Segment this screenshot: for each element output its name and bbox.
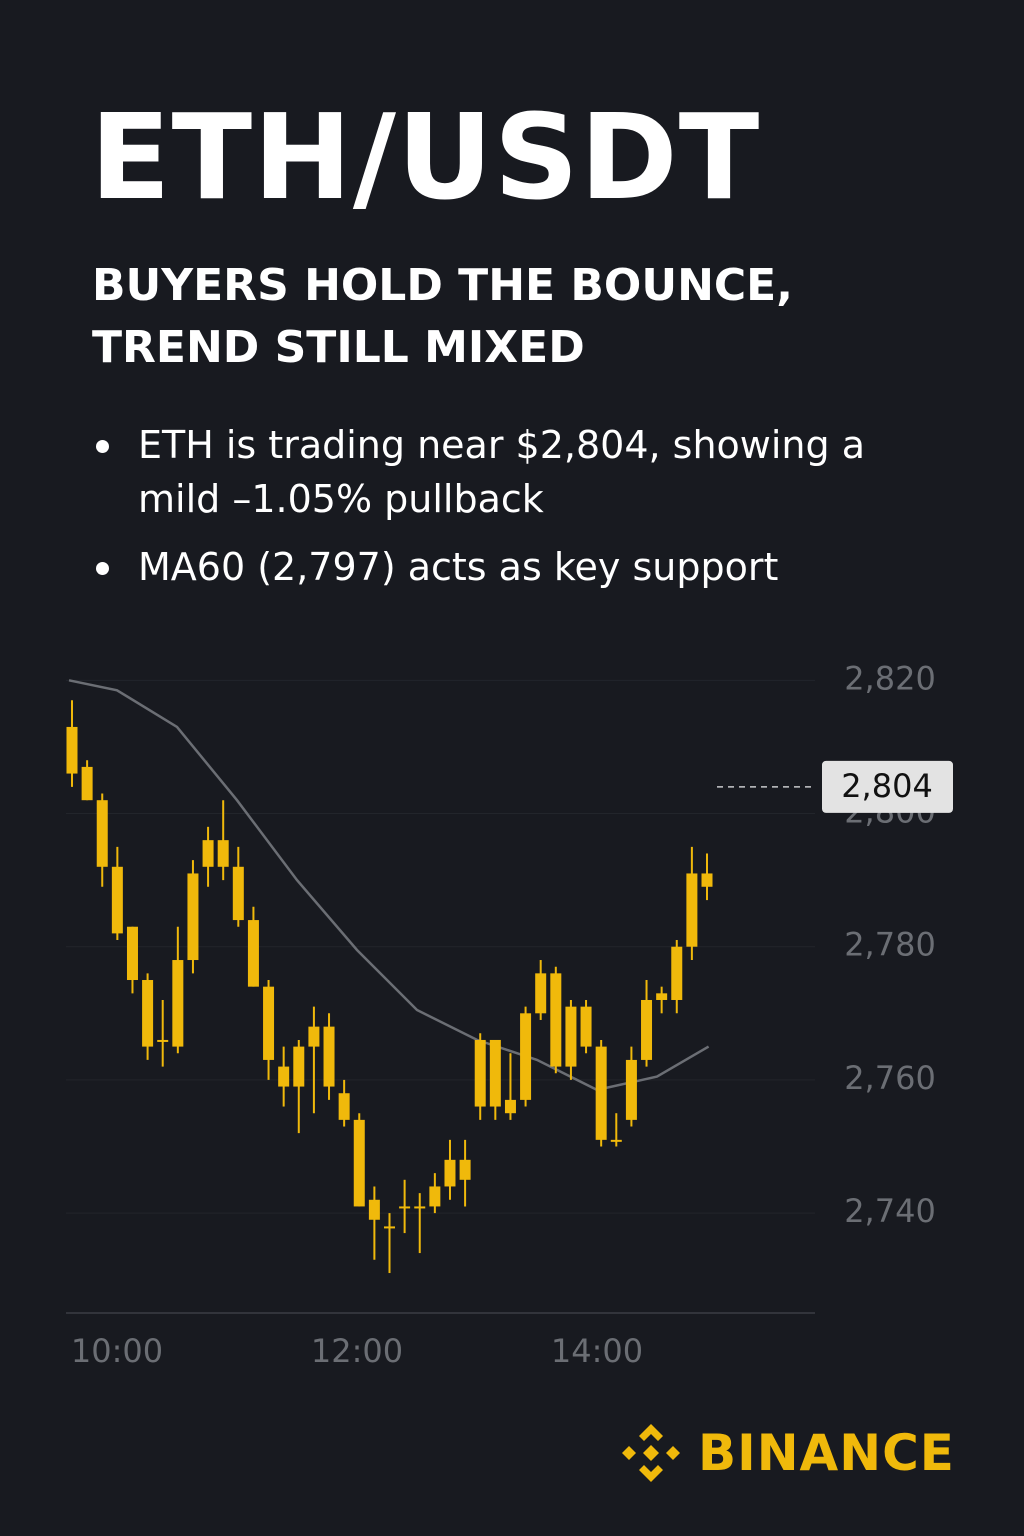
x-tick-label: 12:00 <box>311 1332 403 1370</box>
candle-body <box>550 973 562 1067</box>
candle-body <box>217 840 229 867</box>
candle-body <box>126 926 138 981</box>
bullet-list: ETH is trading near $2,804, showing a mi… <box>92 418 918 608</box>
candle-body <box>353 1119 365 1207</box>
candle-body <box>701 873 713 887</box>
subtitle-line: TREND STILL MIXED <box>92 322 585 373</box>
candle-body <box>81 766 93 801</box>
candle-body <box>66 726 78 774</box>
candle-body <box>686 873 698 947</box>
candle-body <box>641 999 653 1060</box>
candle-body <box>368 1199 380 1220</box>
candle-body <box>157 1039 169 1042</box>
candle-body <box>399 1206 411 1209</box>
subtitle-line: BUYERS HOLD THE BOUNCE, <box>92 260 793 311</box>
candle-body <box>293 1046 305 1087</box>
candle-body <box>263 986 275 1060</box>
y-tick-label: 2,740 <box>844 1192 936 1230</box>
candle-body <box>444 1159 456 1187</box>
candle-body <box>187 873 199 961</box>
candle-body <box>520 1013 532 1100</box>
bullet: ETH is trading near $2,804, showing a mi… <box>92 418 918 526</box>
candle-body <box>489 1039 501 1107</box>
brand-name: BINANCE <box>698 1424 955 1482</box>
candle-body <box>565 1006 577 1067</box>
candle-body <box>172 960 184 1047</box>
price-badge <box>822 760 953 813</box>
candle-body <box>474 1039 486 1107</box>
candle-body <box>414 1206 426 1209</box>
candle-body <box>111 866 123 934</box>
candle-body <box>384 1226 396 1229</box>
candle-body <box>308 1026 320 1047</box>
candle-body <box>610 1139 622 1142</box>
bullet: MA60 (2,797) acts as key support <box>92 540 918 594</box>
x-tick-label: 14:00 <box>551 1332 643 1370</box>
candle-body <box>671 946 683 1000</box>
title: ETH/USDT <box>90 88 761 226</box>
ma-line <box>68 679 710 1092</box>
price-label: 2,804 <box>841 767 933 805</box>
candle-body <box>625 1059 637 1120</box>
subtitle: BUYERS HOLD THE BOUNCE, TREND STILL MIXED <box>92 255 793 379</box>
y-tick-label: 2,760 <box>844 1059 936 1097</box>
y-tick-label: 2,780 <box>844 926 936 964</box>
candle-body <box>338 1093 350 1120</box>
candle-body <box>96 800 108 867</box>
brand: BINANCE <box>618 1420 955 1486</box>
candle-body <box>429 1186 441 1207</box>
candle-body <box>580 1006 592 1047</box>
candle-body <box>142 980 154 1047</box>
candle-body <box>504 1099 516 1114</box>
candle-body <box>323 1026 335 1087</box>
y-tick-label: 2,820 <box>844 659 936 697</box>
candle-body <box>656 993 668 1000</box>
candle-body <box>278 1066 290 1087</box>
candle-body <box>459 1159 471 1180</box>
candle-body <box>232 866 244 921</box>
x-tick-label: 10:00 <box>71 1332 163 1370</box>
candle-body <box>247 920 259 987</box>
candle-body <box>202 840 214 867</box>
candle-body <box>595 1046 607 1140</box>
candle-body <box>535 973 547 1014</box>
brand-logo <box>622 1424 680 1482</box>
